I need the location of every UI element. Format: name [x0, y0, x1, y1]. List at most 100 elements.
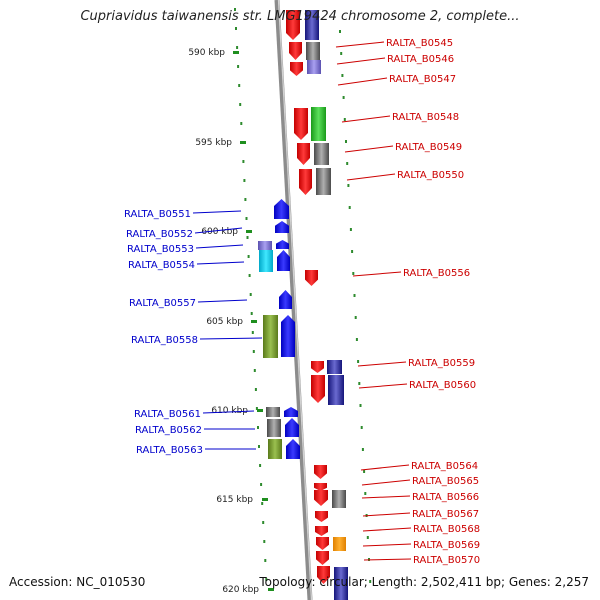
track-dot — [353, 294, 356, 297]
feature-box[interactable] — [259, 250, 273, 272]
reverse-label-leader — [358, 383, 408, 389]
forward-gene-label[interactable]: RALTA_B0551 — [124, 209, 191, 220]
feature-box[interactable] — [263, 315, 278, 358]
forward-gene-label[interactable]: RALTA_B0557 — [129, 298, 196, 309]
forward-gene-label[interactable]: RALTA_B0561 — [134, 409, 201, 420]
reverse-label-leader — [360, 464, 410, 471]
feature-box[interactable] — [267, 419, 281, 437]
feature-box[interactable] — [314, 143, 329, 165]
reverse-gene-arrow[interactable] — [311, 375, 325, 403]
reverse-gene-arrow[interactable] — [311, 361, 324, 373]
reverse-gene-arrow[interactable] — [299, 169, 312, 195]
feature-box[interactable] — [327, 360, 342, 374]
feature-box[interactable] — [334, 567, 348, 600]
reverse-gene-arrow[interactable] — [316, 537, 329, 550]
reverse-label-leader — [362, 527, 412, 532]
reverse-gene-label[interactable]: RALTA_B0550 — [397, 170, 464, 181]
track-dot — [250, 312, 253, 315]
feature-box[interactable] — [333, 537, 346, 551]
reverse-gene-label[interactable]: RALTA_B0567 — [412, 509, 479, 520]
forward-gene-arrow[interactable] — [286, 439, 300, 459]
reverse-gene-arrow[interactable] — [286, 10, 300, 40]
reverse-gene-label[interactable]: RALTA_B0548 — [392, 112, 459, 123]
forward-gene-label[interactable]: RALTA_B0552 — [126, 229, 193, 240]
feature-box[interactable] — [306, 42, 320, 60]
reverse-gene-label[interactable]: RALTA_B0568 — [413, 524, 480, 535]
reverse-gene-label[interactable]: RALTA_B0560 — [409, 380, 476, 391]
reverse-gene-label[interactable]: RALTA_B0545 — [386, 38, 453, 49]
reverse-label-leader — [341, 115, 391, 123]
reverse-gene-arrow[interactable] — [294, 108, 308, 140]
track-dot — [369, 580, 372, 583]
track-dot — [360, 426, 363, 429]
reverse-label-leader — [336, 57, 386, 65]
feature-box[interactable] — [311, 107, 326, 141]
reverse-gene-arrow[interactable] — [317, 566, 330, 584]
reverse-gene-label[interactable]: RALTA_B0559 — [408, 358, 475, 369]
reverse-gene-arrow[interactable] — [314, 465, 327, 479]
forward-gene-label[interactable]: RALTA_B0554 — [128, 260, 195, 271]
reverse-gene-arrow[interactable] — [314, 483, 327, 491]
track-dot — [357, 360, 360, 363]
feature-box[interactable] — [332, 490, 346, 508]
reverse-label-leader — [344, 145, 394, 153]
track-dot — [348, 206, 351, 209]
reverse-gene-label[interactable]: RALTA_B0570 — [413, 555, 480, 566]
forward-gene-arrow[interactable] — [285, 418, 299, 437]
reverse-gene-arrow[interactable] — [315, 511, 328, 522]
track-dot — [235, 27, 237, 30]
feature-box[interactable] — [268, 439, 282, 459]
feature-box[interactable] — [328, 375, 344, 405]
reverse-gene-label[interactable]: RALTA_B0547 — [389, 74, 456, 85]
reverse-gene-label[interactable]: RALTA_B0564 — [411, 461, 478, 472]
forward-gene-arrow[interactable] — [277, 250, 290, 271]
reverse-gene-arrow[interactable] — [297, 143, 310, 165]
track-dot — [247, 255, 250, 258]
reverse-gene-label[interactable]: RALTA_B0569 — [413, 540, 480, 551]
reverse-gene-label[interactable]: RALTA_B0549 — [395, 142, 462, 153]
forward-gene-arrow[interactable] — [284, 407, 298, 417]
reverse-gene-arrow[interactable] — [305, 270, 318, 286]
reverse-gene-arrow[interactable] — [314, 490, 328, 506]
track-dot — [246, 236, 249, 239]
reverse-gene-label[interactable]: RALTA_B0556 — [403, 268, 470, 279]
reverse-gene-label[interactable]: RALTA_B0566 — [412, 492, 479, 503]
track-dot — [261, 502, 264, 505]
forward-gene-arrow[interactable] — [276, 240, 289, 249]
reverse-gene-arrow[interactable] — [289, 42, 302, 60]
forward-label-leader — [194, 227, 243, 234]
reverse-label-leader — [352, 271, 402, 277]
feature-box[interactable] — [305, 10, 319, 40]
feature-box[interactable] — [316, 168, 331, 195]
feature-box[interactable] — [307, 60, 321, 74]
forward-gene-arrow[interactable] — [279, 290, 292, 309]
track-dot — [339, 30, 341, 33]
scale-tick-mark — [262, 498, 268, 501]
track-dot — [361, 448, 364, 451]
scale-tick-mark — [233, 51, 239, 54]
scale-tick-label: 590 kbp — [188, 48, 225, 58]
track-dot — [359, 404, 362, 407]
forward-gene-arrow[interactable] — [274, 199, 289, 219]
forward-gene-label[interactable]: RALTA_B0562 — [135, 425, 202, 436]
reverse-gene-arrow[interactable] — [315, 526, 328, 536]
forward-gene-arrow[interactable] — [275, 221, 289, 233]
reverse-gene-arrow[interactable] — [316, 551, 329, 565]
track-dot — [358, 382, 361, 385]
track-dot — [341, 74, 344, 77]
reverse-label-leader — [346, 173, 396, 181]
reverse-label-leader — [357, 361, 407, 367]
forward-gene-label[interactable]: RALTA_B0553 — [127, 244, 194, 255]
feature-box[interactable] — [266, 407, 280, 417]
reverse-gene-arrow[interactable] — [290, 62, 303, 76]
reverse-gene-label[interactable]: RALTA_B0565 — [412, 476, 479, 487]
forward-gene-label[interactable]: RALTA_B0563 — [136, 445, 203, 456]
forward-label-leader — [195, 244, 244, 249]
reverse-label-leader — [335, 41, 385, 48]
feature-box[interactable] — [258, 241, 272, 250]
map-title: Cupriavidus taiwanensis str. LMG19424 ch… — [80, 9, 520, 24]
reverse-gene-label[interactable]: RALTA_B0546 — [387, 54, 454, 65]
forward-gene-label[interactable]: RALTA_B0558 — [131, 335, 198, 346]
track-dots — [234, 8, 372, 583]
forward-gene-arrow[interactable] — [281, 315, 295, 357]
